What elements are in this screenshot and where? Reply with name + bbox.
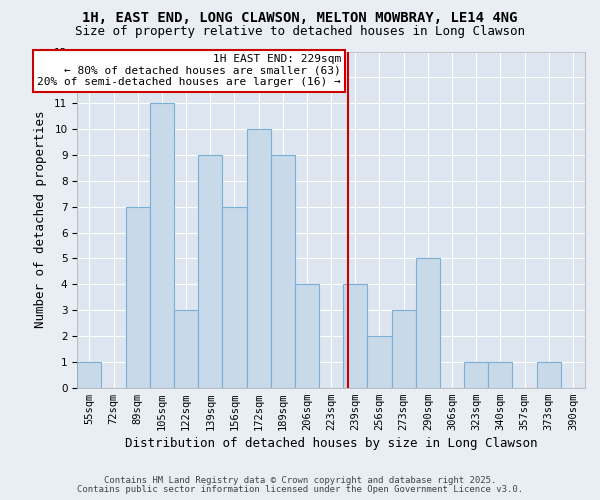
Bar — [150, 103, 174, 388]
Text: Contains public sector information licensed under the Open Government Licence v3: Contains public sector information licen… — [77, 485, 523, 494]
Bar — [125, 206, 150, 388]
Text: Contains HM Land Registry data © Crown copyright and database right 2025.: Contains HM Land Registry data © Crown c… — [104, 476, 496, 485]
Bar — [488, 362, 512, 388]
Text: Size of property relative to detached houses in Long Clawson: Size of property relative to detached ho… — [75, 25, 525, 38]
Text: 1H, EAST END, LONG CLAWSON, MELTON MOWBRAY, LE14 4NG: 1H, EAST END, LONG CLAWSON, MELTON MOWBR… — [82, 11, 518, 25]
Y-axis label: Number of detached properties: Number of detached properties — [34, 111, 47, 328]
Bar — [247, 129, 271, 388]
Bar — [464, 362, 488, 388]
Bar — [174, 310, 198, 388]
Bar — [77, 362, 101, 388]
Bar — [223, 206, 247, 388]
Bar — [416, 258, 440, 388]
X-axis label: Distribution of detached houses by size in Long Clawson: Distribution of detached houses by size … — [125, 437, 538, 450]
Bar — [367, 336, 392, 388]
Bar — [271, 155, 295, 388]
Bar — [392, 310, 416, 388]
Bar — [536, 362, 561, 388]
Bar — [295, 284, 319, 388]
Bar — [198, 155, 223, 388]
Text: 1H EAST END: 229sqm
← 80% of detached houses are smaller (63)
20% of semi-detach: 1H EAST END: 229sqm ← 80% of detached ho… — [37, 54, 341, 88]
Bar — [343, 284, 367, 388]
